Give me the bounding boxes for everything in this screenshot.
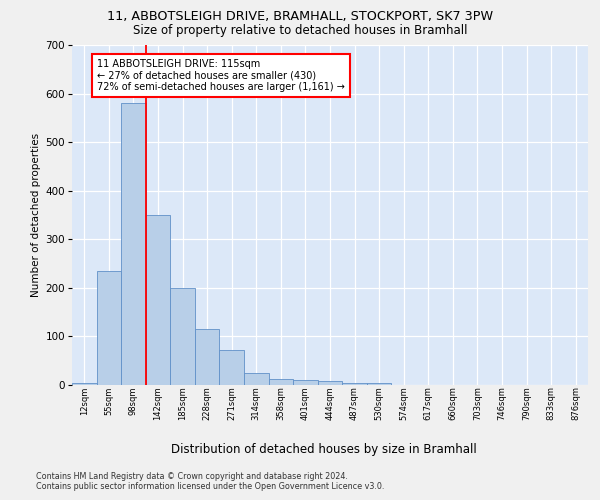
Text: 11, ABBOTSLEIGH DRIVE, BRAMHALL, STOCKPORT, SK7 3PW: 11, ABBOTSLEIGH DRIVE, BRAMHALL, STOCKPO…	[107, 10, 493, 23]
Text: 11 ABBOTSLEIGH DRIVE: 115sqm
← 27% of detached houses are smaller (430)
72% of s: 11 ABBOTSLEIGH DRIVE: 115sqm ← 27% of de…	[97, 58, 345, 92]
Bar	[269, 378, 293, 385]
Bar	[121, 104, 146, 385]
Y-axis label: Number of detached properties: Number of detached properties	[31, 133, 41, 297]
Bar	[72, 382, 97, 385]
Bar	[220, 350, 244, 385]
Text: Size of property relative to detached houses in Bramhall: Size of property relative to detached ho…	[133, 24, 467, 37]
Text: Distribution of detached houses by size in Bramhall: Distribution of detached houses by size …	[171, 442, 477, 456]
Text: Contains public sector information licensed under the Open Government Licence v3: Contains public sector information licen…	[36, 482, 385, 491]
Bar	[195, 329, 220, 385]
Text: Contains HM Land Registry data © Crown copyright and database right 2024.: Contains HM Land Registry data © Crown c…	[36, 472, 348, 481]
Bar	[97, 271, 121, 385]
Bar	[170, 288, 195, 385]
Bar	[318, 380, 342, 385]
Bar	[244, 373, 269, 385]
Bar	[367, 382, 391, 385]
Bar	[146, 215, 170, 385]
Bar	[342, 382, 367, 385]
Bar	[293, 380, 318, 385]
